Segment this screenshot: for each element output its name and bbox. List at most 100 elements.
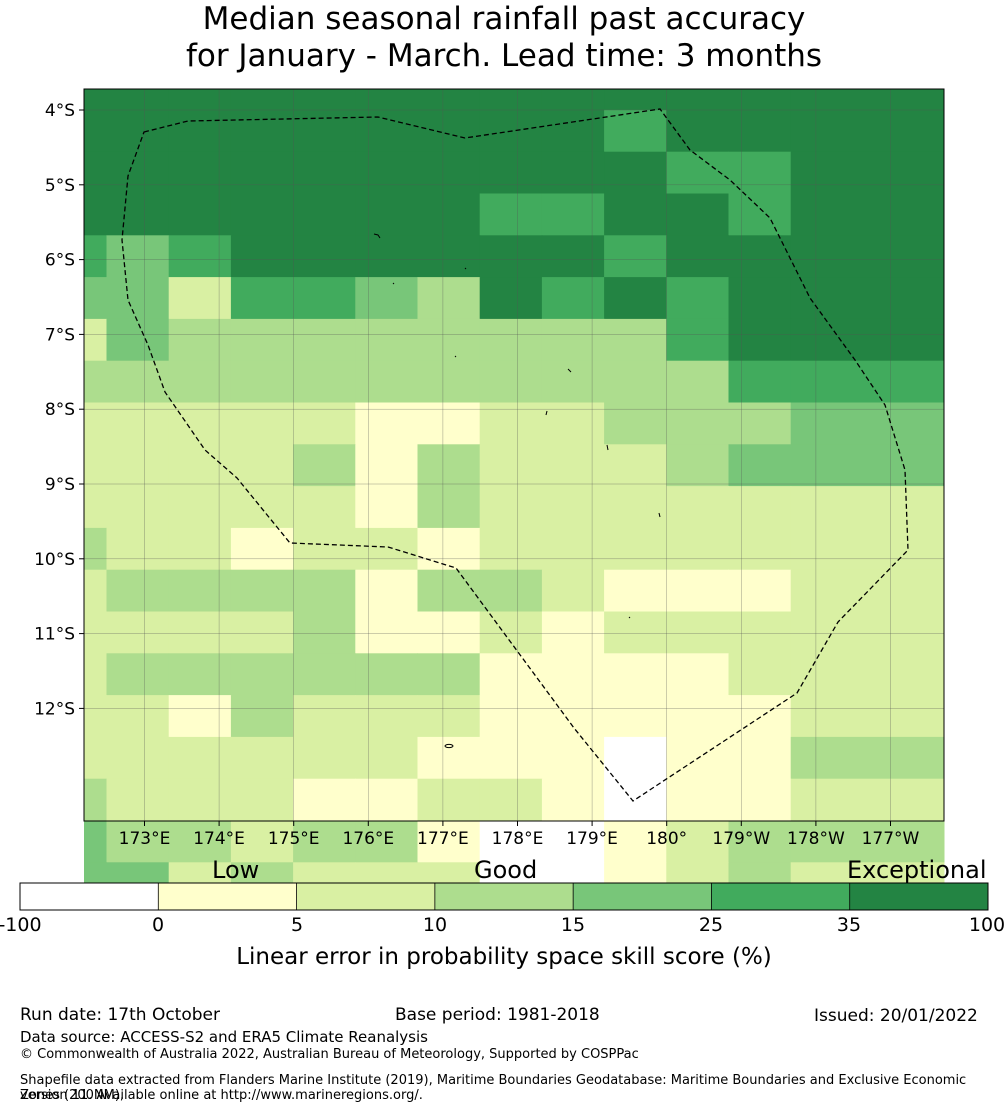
colorbar-frame — [19, 882, 989, 911]
grid-cell — [355, 277, 418, 320]
grid-cell — [106, 235, 170, 278]
grid-cell — [230, 235, 294, 278]
colorbar-tick: 10 — [422, 914, 448, 936]
grid-cell — [604, 193, 667, 236]
grid-cell — [604, 653, 667, 696]
grid-cell — [417, 820, 481, 863]
grid-cell — [417, 736, 481, 780]
grid-cell — [666, 527, 729, 571]
grid-cell — [790, 527, 945, 571]
grid-cell — [790, 402, 945, 445]
run-date: Run date: 17th October — [20, 1005, 220, 1025]
grid-cell — [728, 820, 792, 863]
grid-cell — [604, 695, 667, 738]
grid-cell — [293, 444, 356, 487]
latitude-label: 5°S — [45, 176, 75, 196]
grid-cell — [230, 89, 294, 111]
grid-cell — [666, 193, 729, 236]
island — [464, 267, 467, 270]
grid-cell — [84, 318, 107, 362]
latitude-labels: 4°S 5°S 6°S 7°S 8°S 9°S 10°S 11°S 12°S — [34, 101, 75, 719]
grid-cell — [84, 360, 107, 403]
grid-cell — [604, 151, 667, 194]
island — [628, 616, 631, 619]
colorbar-tick: 35 — [836, 914, 862, 936]
grid-cell — [230, 444, 294, 487]
grid-cell — [479, 527, 543, 571]
grid-cell — [728, 193, 792, 236]
grid-cell — [541, 778, 605, 821]
grid-cell — [790, 820, 945, 863]
latitude-label: 11°S — [34, 625, 75, 645]
longitude-label: 174°E — [193, 829, 245, 849]
grid-cell — [604, 277, 667, 320]
grid-cell — [293, 318, 356, 362]
grid-cell — [84, 486, 107, 529]
grid-cell — [479, 277, 543, 320]
grid-cell — [728, 527, 792, 571]
grid-cell — [666, 778, 729, 821]
grid-cell — [417, 235, 481, 278]
grid-cell — [168, 695, 232, 738]
grid-cell — [106, 109, 170, 153]
grid-cell — [666, 486, 729, 529]
grid-cell — [293, 109, 356, 153]
grid-cell — [728, 235, 792, 278]
longitude-label: 175°E — [268, 829, 320, 849]
colorbar-segment — [158, 883, 297, 910]
grid-cell — [293, 778, 356, 821]
grid-cell — [479, 235, 543, 278]
grid-cell — [417, 277, 481, 320]
grid-cell — [790, 235, 945, 278]
grid-cell — [84, 193, 107, 236]
longitude-label: 177°E — [417, 829, 469, 849]
grid-cell — [355, 736, 418, 780]
grid-cell — [168, 611, 232, 654]
grid-cell — [790, 444, 945, 487]
grid-cell — [106, 527, 170, 571]
grid-cell — [84, 653, 107, 696]
grid-cell — [417, 486, 481, 529]
grid-cell — [417, 778, 481, 821]
grid-cell — [417, 444, 481, 487]
grid-cell — [84, 235, 107, 278]
latitude-label: 6°S — [45, 251, 75, 271]
grid-cell — [230, 569, 294, 612]
grid-cell — [84, 277, 107, 320]
grid-cell — [479, 193, 543, 236]
grid-cell — [479, 611, 543, 654]
grid-cell — [106, 695, 170, 738]
grid-cell — [168, 402, 232, 445]
grid-cell — [728, 486, 792, 529]
grid-cell — [84, 527, 107, 571]
grid-cell — [479, 444, 543, 487]
grid-cell — [168, 820, 232, 863]
grid-cell — [84, 109, 107, 153]
grid-cell — [417, 89, 481, 111]
eez-boundary — [121, 108, 909, 802]
grid-cell — [541, 193, 605, 236]
grid-cell — [230, 611, 294, 654]
grid-cell — [84, 611, 107, 654]
island — [373, 233, 381, 239]
latitude-label: 7°S — [45, 325, 75, 345]
grid-cell — [666, 89, 729, 111]
grid-cell — [293, 193, 356, 236]
grid-cell — [168, 653, 232, 696]
grid-cell — [106, 569, 170, 612]
grid-cell — [230, 109, 294, 153]
grid-cell — [541, 444, 605, 487]
skill-grid — [84, 89, 945, 905]
colorbar-segment — [573, 883, 712, 910]
grid-cell — [728, 611, 792, 654]
grid-cell — [604, 486, 667, 529]
grid-cell — [479, 778, 543, 821]
grid-cell — [604, 611, 667, 654]
graticule — [79, 89, 944, 826]
colorbar-segment — [434, 883, 574, 910]
grid-cell — [479, 486, 543, 529]
grid-cell — [604, 89, 667, 111]
longitude-label: 176°E — [342, 829, 394, 849]
grid-cell — [84, 569, 107, 612]
grid-cell — [790, 653, 945, 696]
